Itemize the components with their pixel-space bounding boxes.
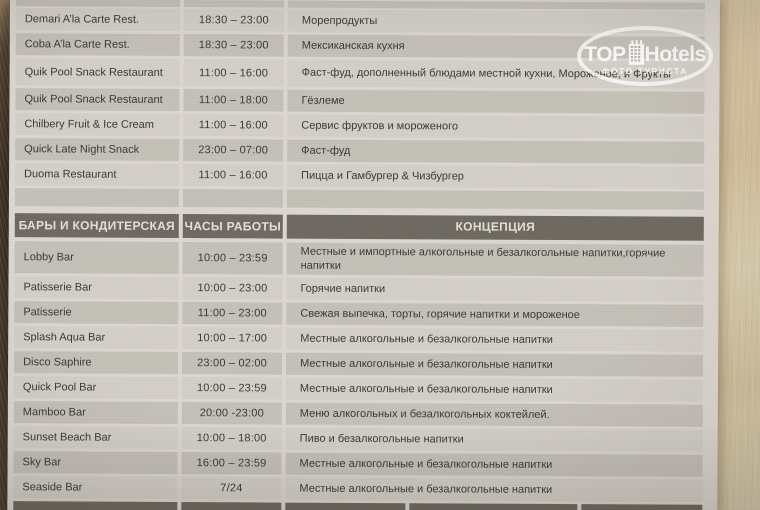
venue-hours-cell: 7/24 — [181, 477, 282, 500]
venue-hours-cell: 11:00 – 16:00 — [183, 114, 284, 137]
column-header-concept: КОНЦЕПЦИЯ — [286, 214, 704, 241]
table-row: Disco Saphire 23:00 – 02:00 Местные алко… — [14, 351, 704, 377]
wood-table-surface-left — [0, 0, 11, 510]
venue-concept-cell: Свежая выпечка, торты, горячие напитки и… — [286, 302, 704, 327]
venue-hours-cell: 10:00 – 18:00 — [181, 427, 282, 450]
venue-name-cell — [15, 0, 180, 8]
venue-concept-cell: Местные алкогольные и безалкогольные нап… — [286, 327, 704, 352]
venue-name-cell: Disco Saphire — [14, 351, 179, 375]
venue-concept-cell: Местные алкогольные и безалкогольные нап… — [285, 477, 703, 502]
venue-concept-cell: Фаст-фуд, дополненный блюдами местной ку… — [287, 59, 705, 89]
venue-concept-cell: Морепродукты — [287, 9, 705, 34]
table-row: Duoma Restaurant 11:00 – 16:00 Пицца и Г… — [15, 163, 705, 189]
table-row: Quik Pool Snack Restaurant 11:00 – 16:00… — [15, 58, 705, 89]
venue-name-cell: Chilbery Fruit & Ice Cream — [15, 113, 180, 137]
cutoff-header-cell — [581, 504, 703, 510]
venue-hours-cell: 23:00 – 02:00 — [182, 352, 283, 375]
bars-section-header-row: БАРЫ И КОНДИТЕРСКАЯ ЧАСЫ РАБОТЫ КОНЦЕПЦИ… — [14, 213, 704, 241]
table-row: Quik Pool Snack Restaurant 11:00 – 18:00… — [15, 88, 705, 114]
table-row: Demari A’la Carte Rest. 18:30 – 23:00 Мо… — [15, 8, 705, 34]
table-row: Seaside Bar 7/24 Местные алкогольные и б… — [13, 476, 703, 502]
venue-concept-cell: Пицца и Гамбургер & Чизбургер — [287, 164, 705, 189]
table-row: Lobby Bar 10:00 – 23:59 Местные и импорт… — [14, 241, 704, 277]
venue-name-cell: Patisserie — [14, 301, 179, 325]
venue-hours-cell — [183, 0, 284, 8]
venue-concept-cell — [286, 189, 704, 210]
venues-schedule-table: Demari A’la Carte Rest. 18:30 – 23:00 Мо… — [13, 0, 705, 510]
venue-hours-cell: 11:00 – 16:00 — [183, 59, 284, 87]
cutoff-header-cell — [409, 503, 578, 510]
venue-name-cell: Duoma Restaurant — [15, 163, 180, 187]
venue-hours-cell: 11:00 – 18:00 — [183, 89, 284, 112]
venue-hours-cell: 16:00 – 23:59 — [181, 452, 282, 475]
venue-name-cell: Quik Pool Snack Restaurant — [15, 88, 180, 112]
venue-name-cell: Quik Pool Snack Restaurant — [15, 58, 180, 87]
column-header-bars: БАРЫ И КОНДИТЕРСКАЯ — [14, 213, 179, 239]
table-row: Sky Bar 16:00 – 23:59 Местные алкогольны… — [13, 451, 703, 477]
venue-name-cell: Patisserie Bar — [14, 276, 179, 300]
table-row-empty — [14, 188, 704, 210]
table-row: Splash Aqua Bar 10:00 – 17:00 Местные ал… — [14, 326, 704, 352]
venue-name-cell: Mamboo Bar — [13, 401, 178, 425]
venue-concept-cell: Мексиканская кухня — [287, 34, 705, 59]
venue-hours-cell: 18:30 – 23:00 — [183, 9, 284, 32]
venue-hours-cell: 10:00 – 23:59 — [181, 377, 283, 400]
cutoff-header-cell — [181, 502, 282, 510]
venue-name-cell: Sky Bar — [13, 451, 178, 475]
venue-name-cell: Sunset Beach Bar — [13, 426, 178, 450]
table-row: Patisserie 11:00 – 23:00 Свежая выпечка,… — [14, 301, 704, 327]
hotel-info-sheet: Demari A’la Carte Rest. 18:30 – 23:00 Мо… — [7, 0, 720, 510]
venue-name-cell: Coba A’la Carte Rest. — [15, 33, 180, 57]
venue-concept-cell: Меню алкогольных и безалкогольных коктей… — [285, 402, 703, 427]
column-header-hours: ЧАСЫ РАБОТЫ — [182, 214, 283, 239]
venue-hours-cell — [182, 189, 283, 208]
cutoff-header-cell — [285, 502, 406, 510]
venue-concept-cell: Пиво и безалкогольные напитки — [285, 427, 703, 452]
next-table-header-cutoff — [13, 501, 703, 510]
venue-hours-cell: 20:00 -23:00 — [181, 402, 282, 425]
venue-name-cell: Seaside Bar — [13, 476, 178, 500]
venue-hours-cell: 10:00 – 23:00 — [182, 277, 283, 300]
venue-hours-cell: 18:30 – 23:00 — [183, 34, 284, 57]
table-row: Sunset Beach Bar 10:00 – 18:00 Пиво и бе… — [13, 426, 703, 452]
venue-hours-cell: 11:00 – 16:00 — [183, 164, 284, 187]
table-row: Coba A’la Carte Rest. 18:30 – 23:00 Мекс… — [15, 33, 705, 59]
venue-name-cell — [14, 188, 179, 208]
venue-name-cell: Lobby Bar — [14, 241, 179, 275]
venue-concept-cell: Местные алкогольные и безалкогольные нап… — [286, 352, 704, 377]
cutoff-header-cell — [13, 501, 178, 510]
table-row: Patisserie Bar 10:00 – 23:00 Горячие нап… — [14, 276, 704, 302]
venue-name-cell: Quick Pool Bar — [13, 376, 179, 400]
venue-hours-cell: 11:00 – 23:00 — [182, 302, 283, 325]
venue-name-cell: Demari A’la Carte Rest. — [15, 8, 180, 32]
table-row: Quick Late Night Snack 23:00 – 07:00 Фас… — [15, 138, 705, 164]
venue-concept-cell: Сервис фруктов и мороженого — [287, 114, 705, 139]
table-row: Chilbery Fruit & Ice Cream 11:00 – 16:00… — [15, 113, 705, 139]
venue-concept-cell: Горячие напитки — [286, 277, 704, 302]
venue-concept-cell: Гёзлеме — [287, 89, 705, 114]
venue-concept-cell: Местные алкогольные и безалкогольные нап… — [285, 452, 703, 477]
table-row: Quick Pool Bar 10:00 – 23:59 Местные алк… — [13, 376, 704, 402]
venue-concept-cell — [287, 0, 705, 10]
venue-name-cell: Quick Late Night Snack — [15, 138, 180, 162]
table-row: Mamboo Bar 20:00 -23:00 Меню алкогольных… — [13, 401, 703, 427]
venue-concept-cell: Местные и импортные алкогольные и безалк… — [286, 242, 704, 277]
venue-hours-cell: 10:00 – 17:00 — [182, 327, 283, 350]
venue-concept-cell: Фаст-фуд — [287, 139, 705, 164]
venue-hours-cell: 10:00 – 23:59 — [182, 242, 283, 275]
venue-hours-cell: 23:00 – 07:00 — [183, 139, 284, 162]
venue-concept-cell: Местные алкогольные и безалкогольные нап… — [285, 377, 704, 402]
venue-name-cell: Splash Aqua Bar — [14, 326, 179, 350]
